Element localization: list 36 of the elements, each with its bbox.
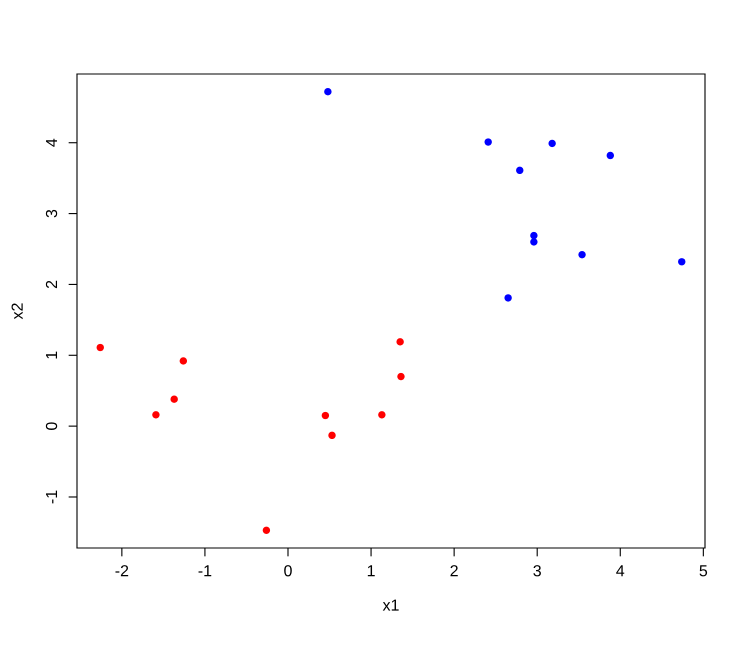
point bbox=[530, 238, 538, 246]
point bbox=[262, 526, 270, 534]
point bbox=[578, 251, 586, 258]
y-tick-label: 1 bbox=[46, 352, 58, 359]
y-tick-label: -1 bbox=[46, 490, 58, 504]
point bbox=[606, 152, 614, 160]
point bbox=[322, 412, 330, 420]
point bbox=[378, 411, 386, 418]
x-tick-label: 1 bbox=[368, 565, 375, 576]
point bbox=[96, 344, 104, 352]
point bbox=[548, 140, 556, 148]
point bbox=[180, 357, 187, 365]
point bbox=[396, 338, 404, 346]
x-tick-label: 0 bbox=[284, 565, 292, 576]
point bbox=[170, 396, 178, 403]
x-tick-label: 5 bbox=[700, 565, 708, 576]
point bbox=[397, 372, 405, 380]
x-tick-label: -1 bbox=[198, 565, 212, 576]
x-axis-title: x1 bbox=[382, 600, 399, 611]
x-tick-label: 4 bbox=[616, 565, 624, 576]
point bbox=[678, 258, 686, 266]
point bbox=[504, 294, 512, 302]
point bbox=[324, 88, 332, 96]
point bbox=[152, 411, 160, 418]
x-tick-label: 3 bbox=[533, 565, 541, 576]
y-axis-title: x2 bbox=[12, 303, 23, 320]
point bbox=[516, 166, 524, 174]
point bbox=[530, 232, 538, 240]
y-tick-label: 2 bbox=[46, 280, 58, 288]
y-tick-label: 4 bbox=[46, 138, 58, 147]
y-tick-label: 0 bbox=[46, 422, 58, 430]
point bbox=[328, 432, 336, 440]
x-tick-label: -2 bbox=[115, 565, 128, 576]
point bbox=[484, 138, 492, 146]
x-tick-label: 2 bbox=[450, 565, 458, 576]
y-tick-label: 3 bbox=[46, 210, 58, 218]
